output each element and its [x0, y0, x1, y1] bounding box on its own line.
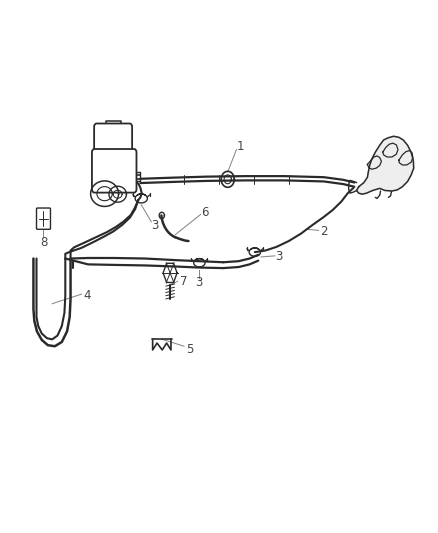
- Text: 6: 6: [201, 206, 209, 219]
- Text: 3: 3: [196, 276, 203, 289]
- Text: 8: 8: [40, 236, 47, 249]
- Text: 5: 5: [187, 343, 194, 356]
- Text: 7: 7: [180, 275, 188, 288]
- Text: 3: 3: [151, 219, 158, 232]
- FancyBboxPatch shape: [94, 124, 132, 156]
- Text: 3: 3: [276, 251, 283, 263]
- Polygon shape: [357, 136, 414, 194]
- Text: 1: 1: [236, 140, 244, 154]
- Text: 4: 4: [83, 289, 91, 302]
- FancyBboxPatch shape: [36, 208, 50, 229]
- FancyBboxPatch shape: [92, 149, 137, 192]
- Text: 2: 2: [320, 225, 328, 238]
